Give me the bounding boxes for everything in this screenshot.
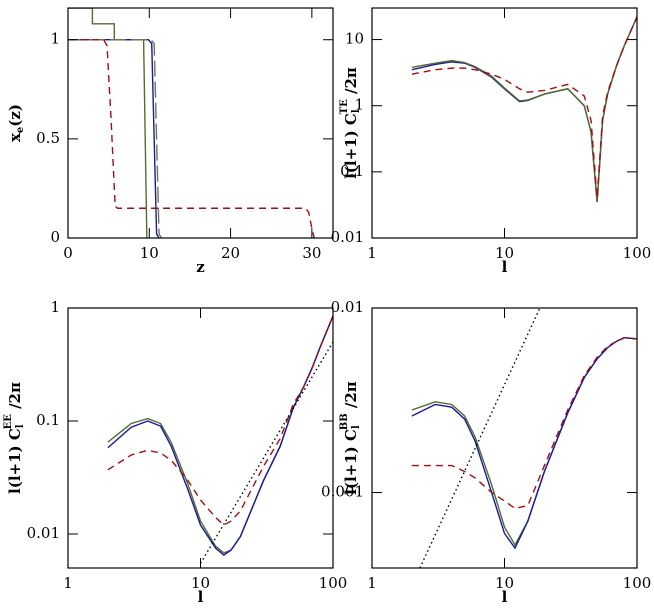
y-axis-label-part: BB <box>339 413 350 430</box>
series-line <box>107 315 333 557</box>
x-tick-label: 1 <box>63 574 73 592</box>
series-line <box>68 39 315 238</box>
series-line <box>199 341 333 564</box>
x-axis-label: z <box>196 258 205 276</box>
y-axis-label-part: x <box>6 132 24 142</box>
series-line <box>411 16 637 199</box>
y-axis-label-part: l <box>351 425 362 429</box>
series-line <box>411 337 637 550</box>
y-tick-label: 0.1 <box>36 411 60 429</box>
y-tick-label: 1 <box>50 30 60 48</box>
y-tick-label: 0.001 <box>321 483 364 501</box>
x-tick-label: 10 <box>140 244 159 262</box>
x-tick-label: 10 <box>191 574 210 592</box>
series-line <box>68 8 148 238</box>
x-axis-label: l <box>198 588 204 606</box>
plot-frame <box>67 307 334 569</box>
y-axis-label-part: l(l+1) C <box>6 428 24 494</box>
x-tick-label: 100 <box>623 244 652 262</box>
x-tick-label: 10 <box>495 244 514 262</box>
y-axis-label: l(l+1) ClBB /2π <box>339 381 362 495</box>
y-axis-label: xe(z) <box>6 104 26 142</box>
series-line <box>107 315 333 554</box>
y-axis-label: l(l+1) ClTE /2π <box>339 67 362 179</box>
series-line <box>411 16 637 203</box>
plot-frame <box>67 7 334 239</box>
series-line <box>411 16 637 203</box>
panel: 0 10 20 30 0 0.5 1 z xe(z) <box>6 7 334 276</box>
x-tick-label: 30 <box>302 244 321 262</box>
x-tick-label: 100 <box>623 574 652 592</box>
x-tick-label: 1 <box>367 244 377 262</box>
y-axis-label-part: e <box>15 127 26 133</box>
x-tick-label: 0 <box>63 244 73 262</box>
plot-frame <box>371 7 638 239</box>
y-tick-label: 0.01 <box>331 298 364 316</box>
y-tick-label: 10 <box>345 30 364 48</box>
series-line <box>107 315 333 526</box>
y-axis-label-part: (z) <box>6 104 24 127</box>
x-tick-label: 20 <box>221 244 240 262</box>
y-axis-label-part: /2π <box>6 382 24 414</box>
y-axis-label-part: l <box>351 109 362 113</box>
y-tick-label: 0.1 <box>340 162 364 180</box>
y-tick-label: 0.5 <box>36 129 60 147</box>
y-axis-label-part: /2π <box>342 67 360 99</box>
x-tick-label: 1 <box>367 574 377 592</box>
y-axis-label-part: EE <box>3 414 14 430</box>
y-tick-label: 1 <box>50 298 60 316</box>
x-axis-label: l <box>502 258 508 276</box>
series-line <box>419 308 541 568</box>
plot-frame <box>371 307 638 569</box>
x-tick-label: 100 <box>319 574 348 592</box>
series-line <box>68 39 163 238</box>
y-tick-label: 0.01 <box>331 228 364 246</box>
y-axis-label-part: TE <box>339 99 350 114</box>
y-tick-label: 0 <box>50 228 60 246</box>
y-axis-label-part: l <box>15 424 26 428</box>
y-axis-label-part: /2π <box>342 381 360 413</box>
x-axis-label: l <box>502 588 508 606</box>
y-axis-label: l(l+1) ClEE /2π <box>3 382 26 494</box>
y-axis-label-part: l(l+1) C <box>342 113 360 179</box>
series-line <box>411 337 637 510</box>
y-tick-label: 0.01 <box>27 524 60 542</box>
y-tick-label: 1 <box>354 96 364 114</box>
y-axis-label-part: l(l+1) C <box>342 429 360 495</box>
x-tick-label: 10 <box>495 574 514 592</box>
